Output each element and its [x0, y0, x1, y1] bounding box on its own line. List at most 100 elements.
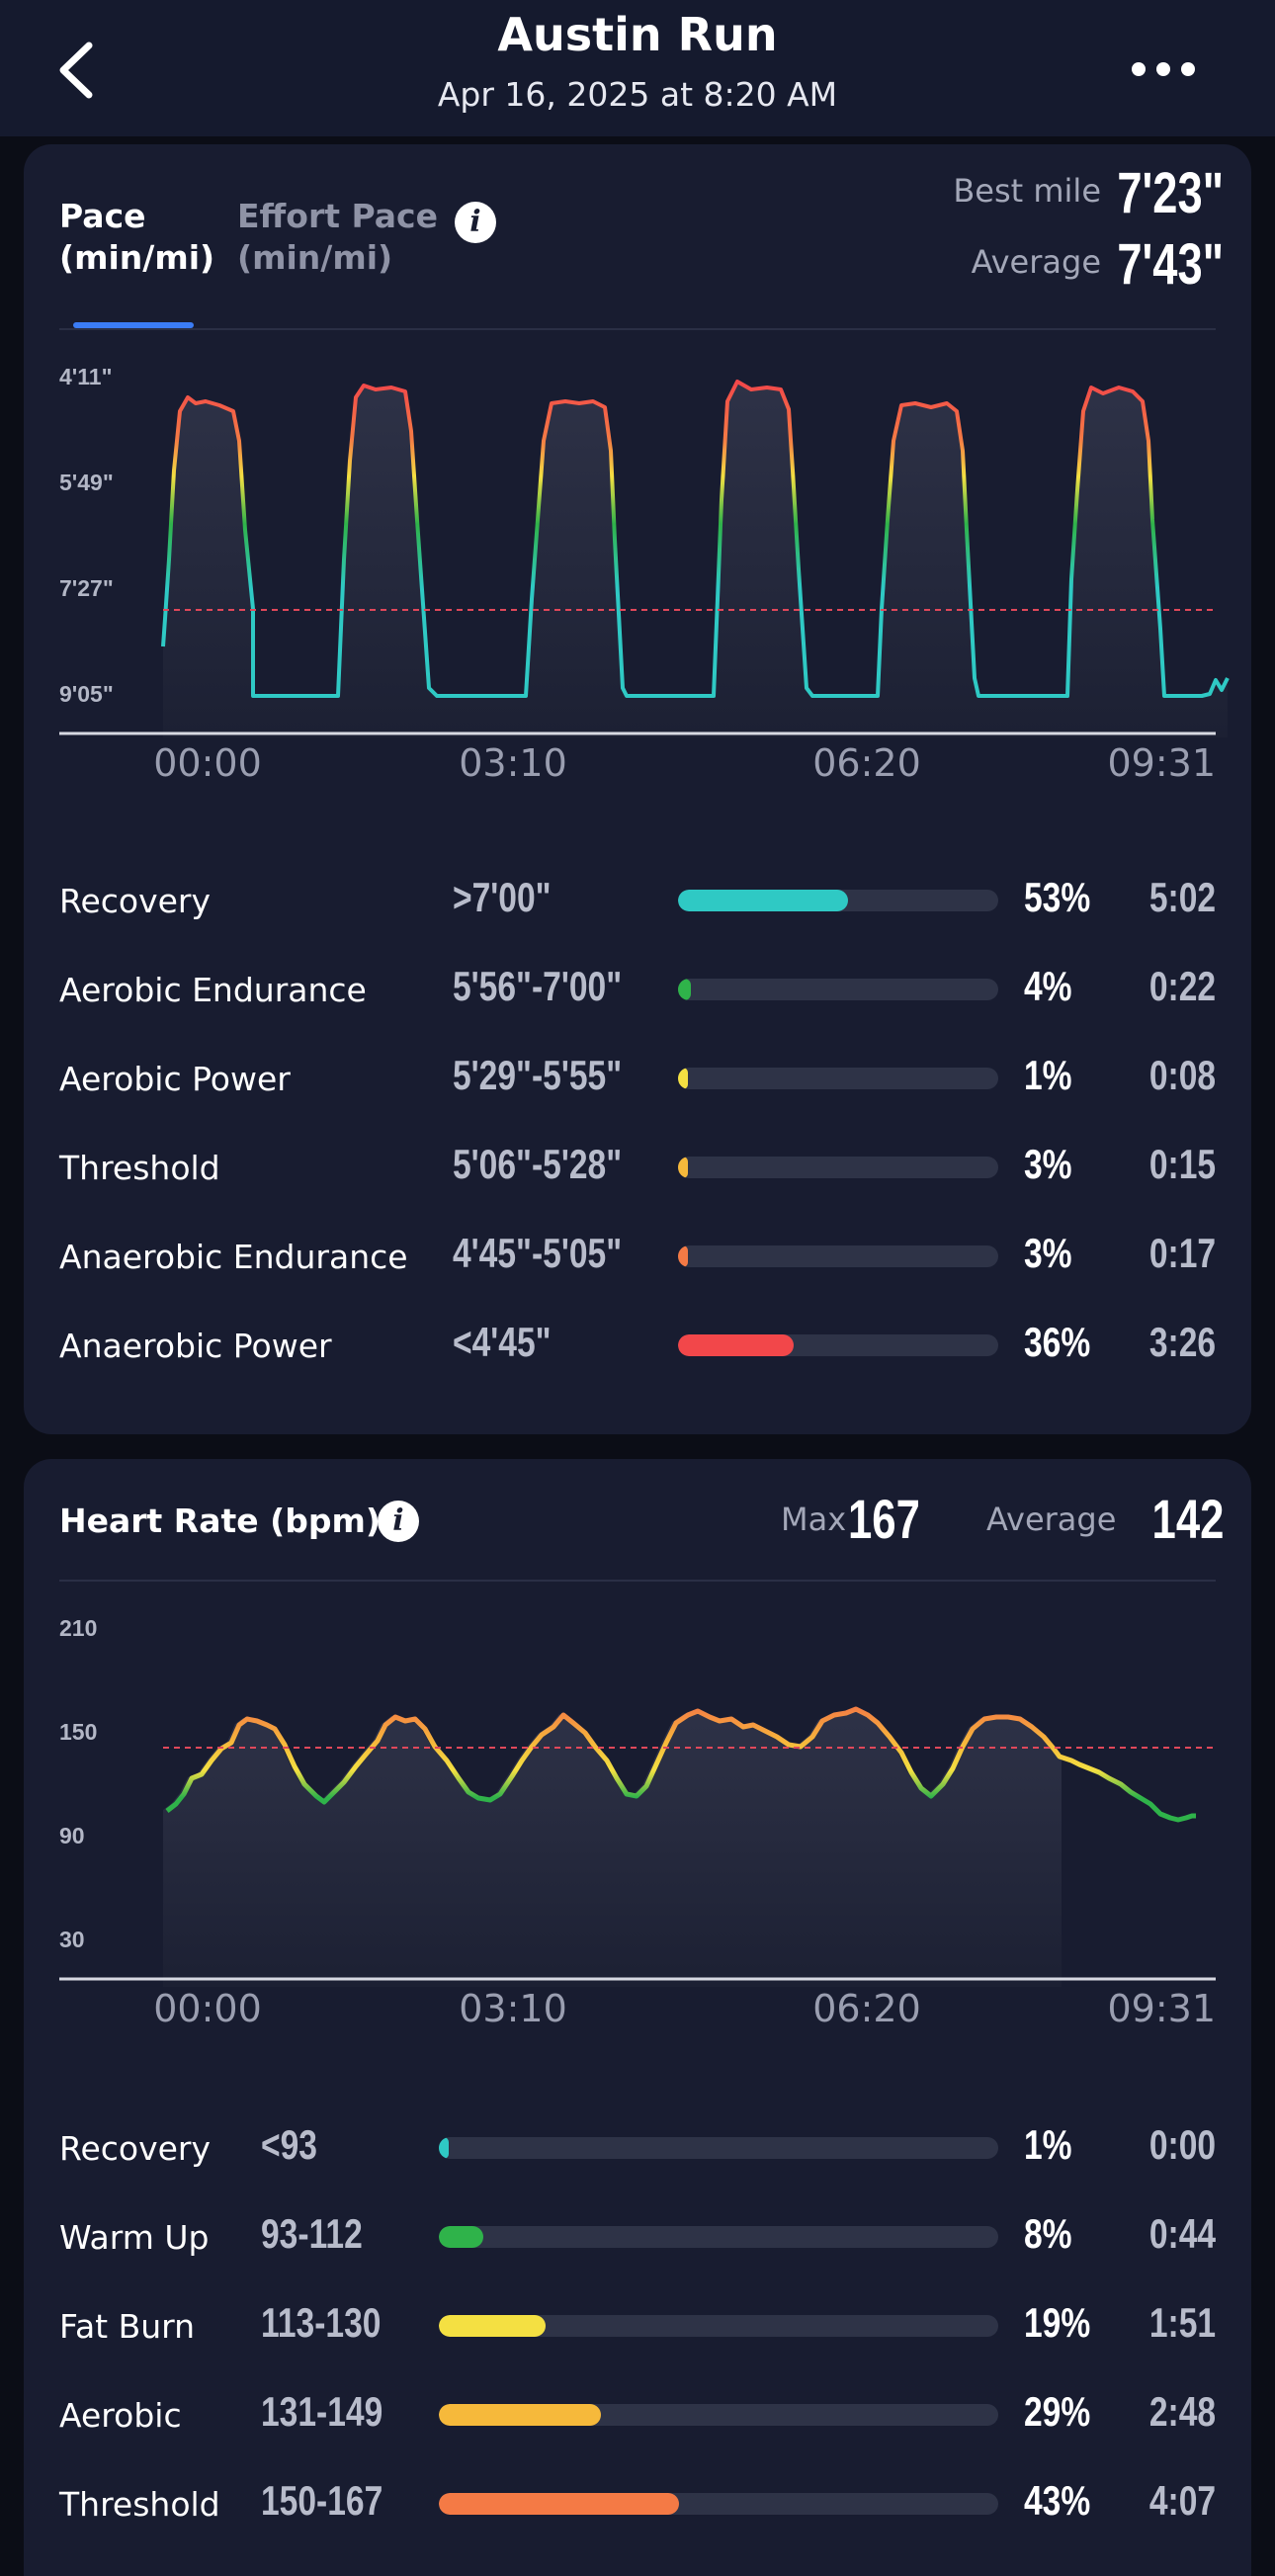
zone-bar	[439, 2493, 998, 2515]
zone-bar	[439, 2226, 998, 2248]
heart-rate-chart	[59, 1706, 1216, 1987]
zone-percent: 43%	[1024, 2477, 1091, 2524]
zone-bar-fill	[678, 1157, 688, 1178]
hr-line	[165, 1706, 1196, 1823]
tab-effort-pace-line1: Effort Pace	[237, 197, 438, 235]
zone-range: 113-130	[261, 2299, 382, 2346]
zone-name: Anaerobic Power	[59, 1327, 332, 1365]
tab-effort-pace[interactable]: Effort Pace (min/mi)	[237, 196, 438, 279]
hr-y-tick: 210	[59, 1615, 98, 1641]
zone-percent: 1%	[1024, 1052, 1072, 1098]
hr-y-tick: 30	[59, 1927, 85, 1952]
hr-y-tick: 150	[59, 1719, 98, 1745]
zone-bar-fill	[439, 2404, 601, 2426]
hr-y-tick: 90	[59, 1823, 85, 1848]
pace-info-icon[interactable]: i	[455, 202, 496, 243]
zone-bar	[678, 1334, 998, 1356]
zone-name: Threshold	[59, 2485, 220, 2524]
zone-bar	[678, 1245, 998, 1267]
zone-bar-fill	[678, 1068, 688, 1089]
zone-range: 5'29"-5'55"	[453, 1052, 623, 1098]
zone-name: Anaerobic Endurance	[59, 1238, 408, 1276]
pace-card: Pace (min/mi) Effort Pace (min/mi) i Bes…	[24, 144, 1251, 1434]
zone-range: <4'45"	[453, 1319, 552, 1365]
tab-pace[interactable]: Pace (min/mi)	[59, 196, 214, 279]
best-mile-label: Best mile	[953, 172, 1101, 210]
zone-name: Fat Burn	[59, 2307, 196, 2346]
pace-y-tick: 4'11"	[59, 364, 113, 389]
zone-percent: 19%	[1024, 2299, 1091, 2346]
more-options-icon[interactable]	[1127, 49, 1201, 89]
tab-pace-line2: (min/mi)	[59, 238, 215, 277]
tab-effort-pace-line2: (min/mi)	[237, 238, 393, 277]
zone-bar	[439, 2315, 998, 2337]
hr-average-value: 142	[1151, 1488, 1224, 1550]
zone-name: Aerobic	[59, 2396, 182, 2435]
zone-time: 0:15	[1148, 1141, 1216, 1187]
best-mile-value: 7'23"	[1117, 161, 1224, 225]
zone-range: <93	[261, 2121, 317, 2168]
pace-y-tick: 7'27"	[59, 575, 114, 601]
zone-range: 5'56"-7'00"	[453, 963, 623, 1009]
zone-name: Threshold	[59, 1149, 220, 1187]
zone-percent: 4%	[1024, 963, 1072, 1009]
zone-bar-fill	[439, 2226, 483, 2248]
top-nav-bar: Austin Run Apr 16, 2025 at 8:20 AM	[0, 0, 1275, 136]
zone-time: 5:02	[1148, 874, 1216, 920]
pace-average-label: Average	[971, 243, 1101, 281]
zone-bar	[678, 1157, 998, 1178]
zone-time: 4:07	[1148, 2477, 1216, 2524]
pace-header-divider	[59, 328, 1216, 330]
zone-time: 0:44	[1148, 2210, 1216, 2257]
tab-pace-line1: Pace	[59, 197, 146, 235]
zone-bar	[439, 2404, 998, 2426]
pace-y-tick: 5'49"	[59, 470, 114, 495]
hr-x-tick: 03:10	[459, 1987, 567, 2030]
zone-percent: 29%	[1024, 2388, 1091, 2435]
zone-name: Aerobic Endurance	[59, 971, 367, 1009]
zone-bar-fill	[678, 1245, 688, 1267]
workout-datetime: Apr 16, 2025 at 8:20 AM	[437, 75, 838, 114]
pace-x-tick: 06:20	[812, 741, 921, 785]
zone-percent: 3%	[1024, 1230, 1072, 1276]
zone-range: 4'45"-5'05"	[453, 1230, 623, 1276]
pace-x-tick: 09:31	[1107, 741, 1216, 785]
zone-time: 0:08	[1148, 1052, 1216, 1098]
hr-header-divider	[59, 1580, 1216, 1582]
heart-rate-info-icon[interactable]: i	[378, 1501, 419, 1542]
zone-percent: 3%	[1024, 1141, 1072, 1187]
hr-x-tick: 00:00	[153, 1987, 262, 2030]
zone-bar-fill	[678, 979, 691, 1000]
pace-area	[163, 382, 1228, 737]
zone-bar	[678, 1068, 998, 1089]
zone-time: 0:17	[1148, 1230, 1216, 1276]
zone-range: >7'00"	[453, 874, 552, 920]
zone-bar-fill	[678, 1334, 794, 1356]
zone-percent: 1%	[1024, 2121, 1072, 2168]
zone-time: 1:51	[1148, 2299, 1216, 2346]
heart-rate-title: Heart Rate (bpm)	[59, 1502, 381, 1540]
zone-bar-fill	[439, 2315, 546, 2337]
zone-bar-fill	[678, 890, 848, 911]
pace-chart	[59, 380, 1230, 737]
back-chevron-icon[interactable]	[49, 36, 109, 105]
hr-max-value: 167	[848, 1488, 920, 1550]
zone-bar	[439, 2137, 998, 2159]
pace-x-tick: 03:10	[459, 741, 567, 785]
zone-name: Recovery	[59, 2129, 212, 2168]
hr-max-label: Max	[781, 1501, 847, 1538]
zone-range: 5'06"-5'28"	[453, 1141, 623, 1187]
zone-bar-fill	[439, 2493, 679, 2515]
zone-time: 0:22	[1148, 963, 1216, 1009]
zone-bar	[678, 890, 998, 911]
zone-range: 93-112	[261, 2210, 363, 2257]
zone-percent: 8%	[1024, 2210, 1072, 2257]
zone-time: 3:26	[1148, 1319, 1216, 1365]
zone-time: 2:48	[1148, 2388, 1216, 2435]
hr-x-tick: 06:20	[812, 1987, 921, 2030]
pace-average-value: 7'43"	[1117, 232, 1224, 297]
workout-title: Austin Run	[497, 8, 778, 61]
pace-x-tick: 00:00	[153, 741, 262, 785]
zone-time: 0:00	[1148, 2121, 1216, 2168]
zone-range: 131-149	[261, 2388, 383, 2435]
